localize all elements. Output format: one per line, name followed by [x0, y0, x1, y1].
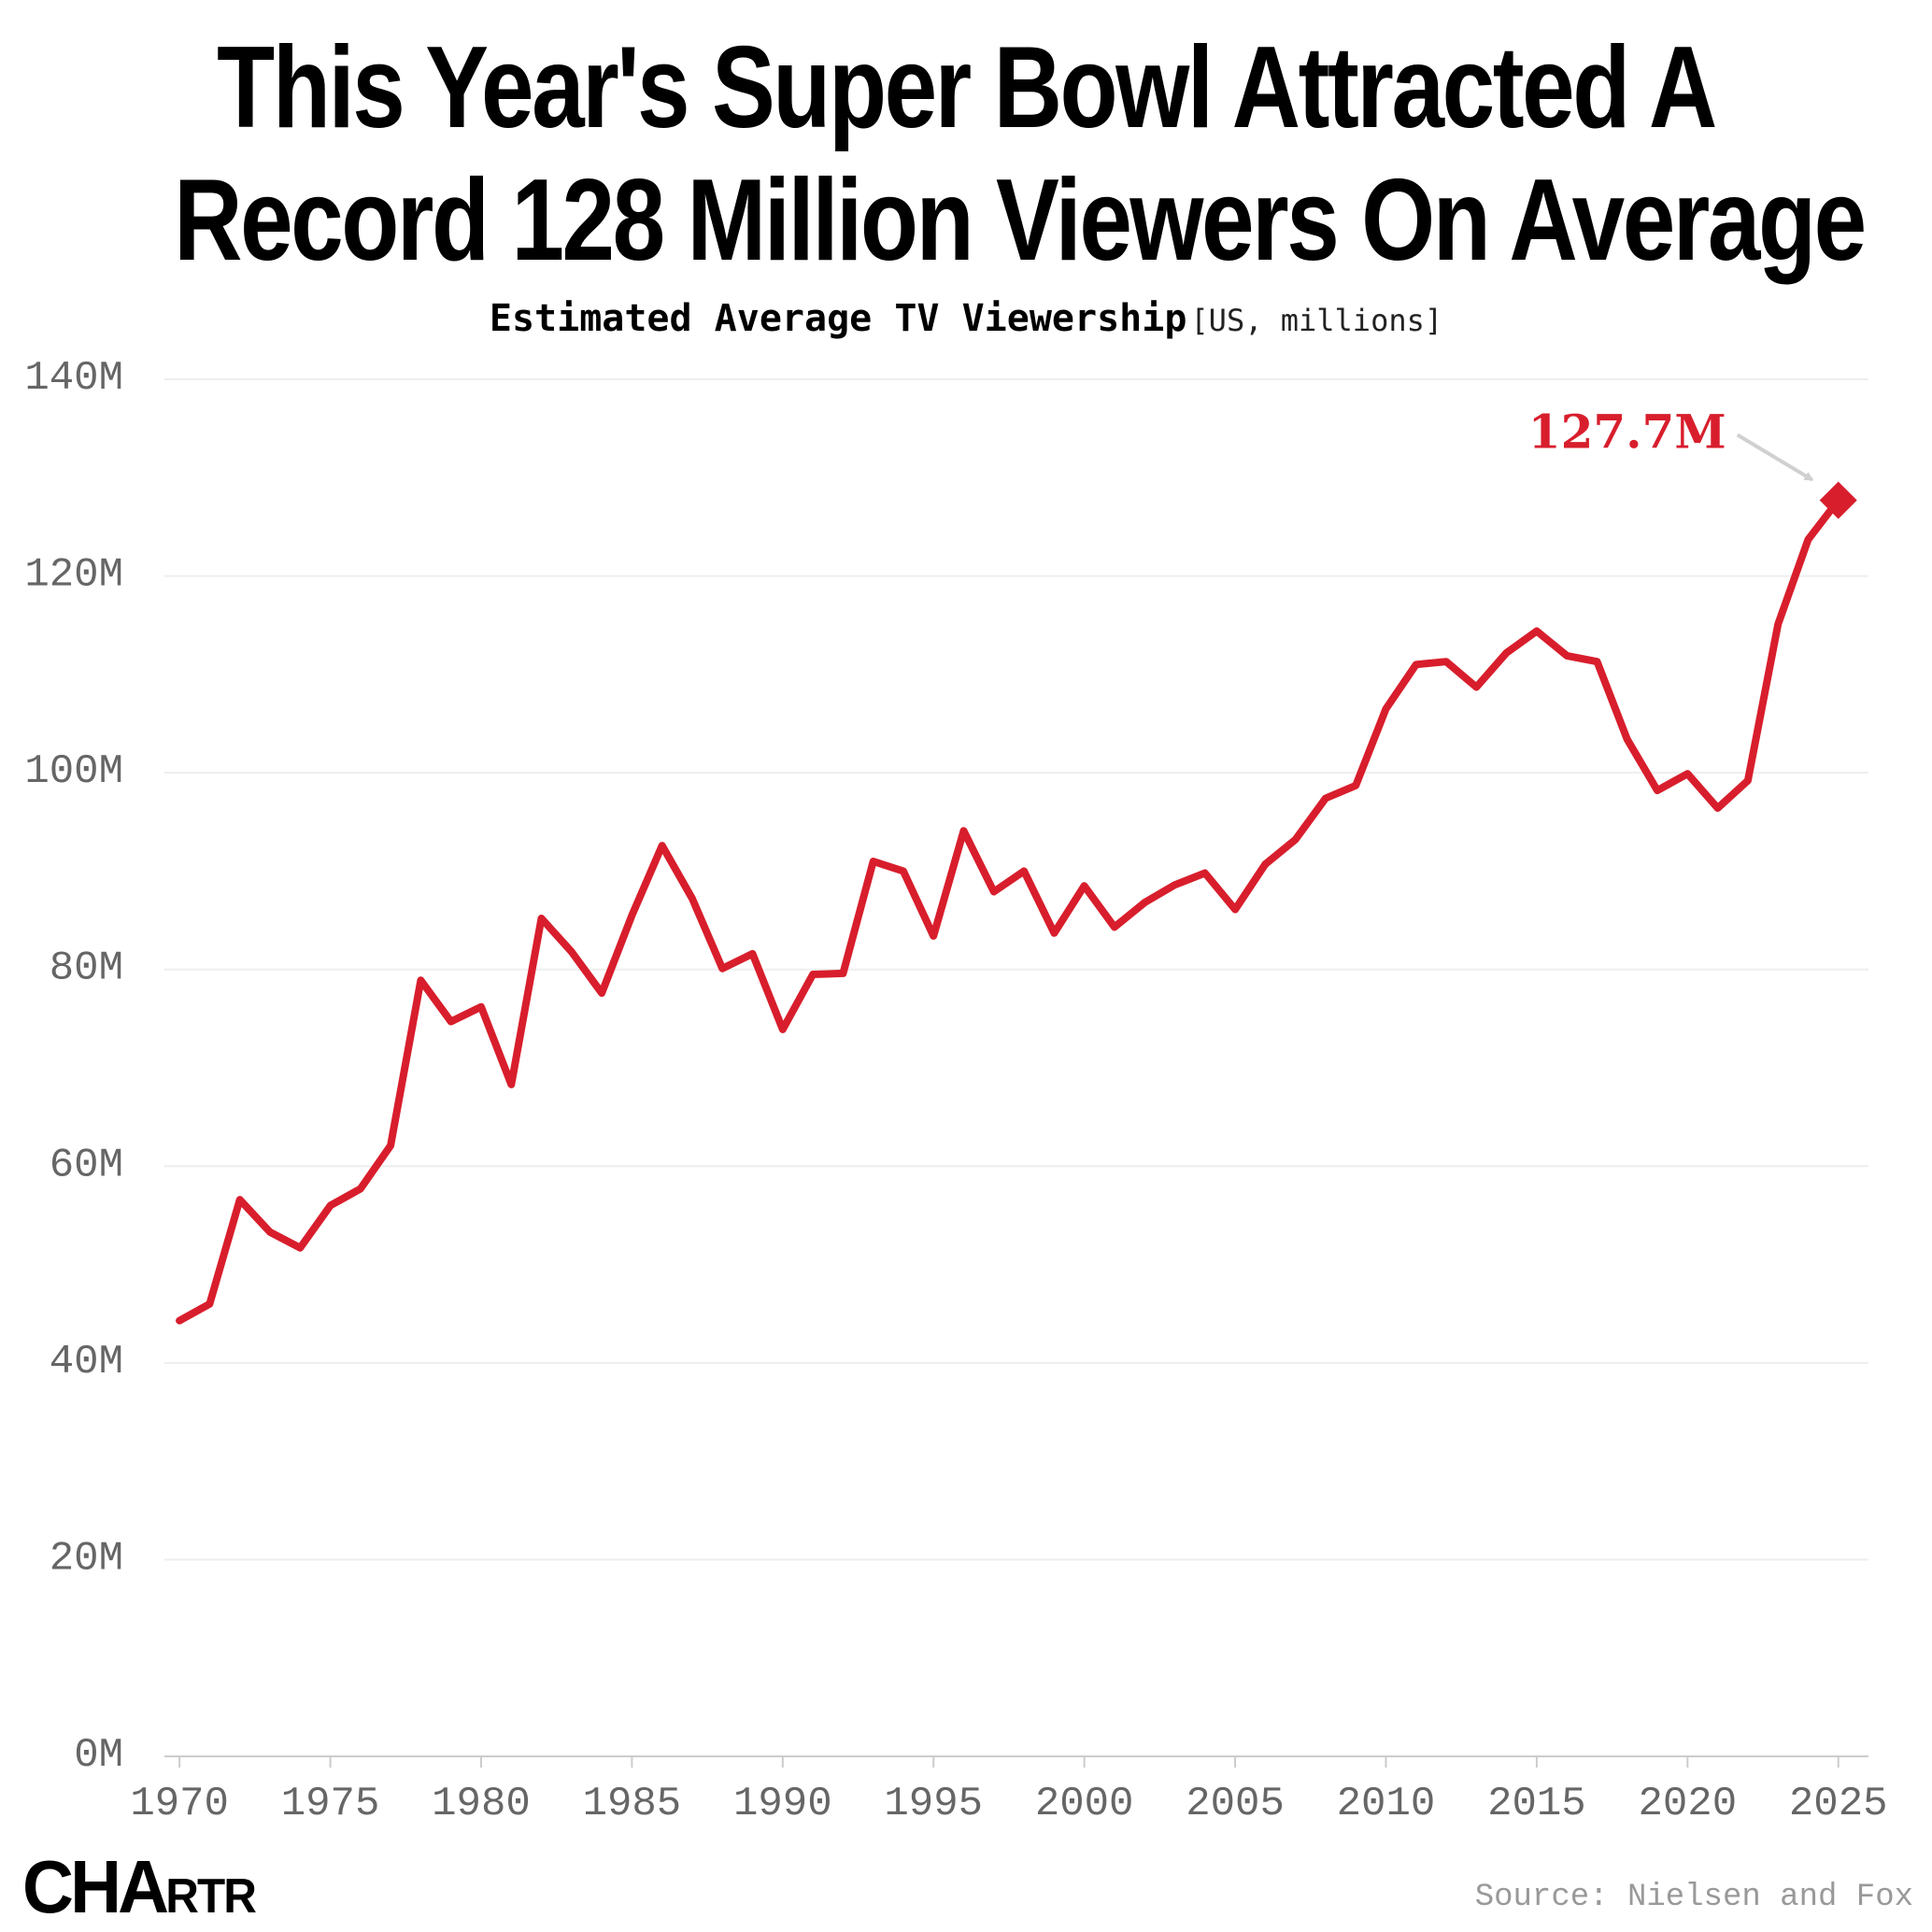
- data-point-1994: [900, 867, 907, 874]
- data-point-2022: [1744, 777, 1752, 785]
- data-point-1989: [749, 950, 757, 958]
- data-point-1984: [598, 989, 605, 997]
- x-tick-label: 2010: [1337, 1781, 1436, 1827]
- y-tick-label: 140M: [24, 355, 123, 402]
- data-point-1992: [839, 970, 846, 977]
- data-point-1995: [930, 932, 937, 940]
- chart-title-line-1: This Year's Super Bowl Attracted A: [217, 23, 1717, 152]
- y-tick-label: 60M: [50, 1142, 123, 1188]
- data-point-1980: [477, 1003, 485, 1011]
- data-point-2015: [1533, 628, 1541, 635]
- y-tick-label: 0M: [74, 1732, 123, 1779]
- y-tick-label: 80M: [50, 945, 123, 992]
- annotation-group: 127.7M: [1528, 405, 1857, 519]
- data-point-2006: [1261, 860, 1269, 868]
- data-point-1985: [628, 912, 635, 919]
- data-point-2019: [1654, 787, 1661, 794]
- data-point-1997: [990, 888, 998, 896]
- y-tick-label: 120M: [24, 552, 123, 599]
- data-point-1971: [206, 1300, 213, 1308]
- data-point-1996: [960, 827, 968, 834]
- data-point-2020: [1683, 770, 1691, 777]
- data-point-2017: [1594, 658, 1601, 665]
- data-point-1981: [507, 1081, 515, 1088]
- data-point-1988: [718, 965, 726, 973]
- chart-title-line-2: Record 128 Million Viewers On Average: [174, 156, 1867, 285]
- data-point-2018: [1624, 735, 1631, 743]
- data-point-1974: [296, 1244, 304, 1252]
- chartr-logo: CHARTR: [22, 1844, 257, 1930]
- x-tick-label: 1990: [733, 1781, 832, 1827]
- source-note: Source: Nielsen and Fox: [1474, 1880, 1913, 1915]
- data-point-1999: [1050, 930, 1058, 937]
- data-point-2005: [1231, 906, 1239, 914]
- x-axis: [164, 1755, 1868, 1768]
- data-point-2004: [1201, 870, 1209, 877]
- data-point-2001: [1111, 923, 1118, 930]
- chart-subtitle: Estimated Average TV Viewership [US, mil…: [0, 297, 1932, 340]
- y-tick-label: 100M: [24, 748, 123, 795]
- data-point-1990: [779, 1026, 787, 1033]
- data-point-2008: [1322, 795, 1329, 803]
- x-tick-label: 1995: [884, 1781, 983, 1827]
- data-point-1998: [1020, 867, 1028, 874]
- data-point-1972: [236, 1196, 244, 1203]
- data-point-2013: [1472, 684, 1480, 691]
- data-point-2021: [1714, 804, 1722, 812]
- x-tick-label: 2025: [1789, 1781, 1888, 1827]
- y-axis-labels: 0M 20M 40M 60M 80M 100M 120M 140M: [24, 355, 123, 1779]
- series-line: [176, 496, 1842, 1325]
- x-tick-label: 1970: [130, 1781, 229, 1827]
- subtitle-unit: [US, millions]: [1190, 303, 1443, 338]
- data-point-1982: [538, 915, 546, 922]
- data-point-2023: [1774, 620, 1782, 628]
- x-tick-label: 1985: [583, 1781, 682, 1827]
- data-point-1993: [870, 858, 877, 865]
- series-group: [176, 496, 1842, 1325]
- x-axis-labels: 1970 1975 1980 1985 1990 1995 2000 2005 2010 2015…: [130, 1781, 1887, 1827]
- annotation-label: 127.7M: [1528, 405, 1726, 460]
- data-point-1976: [357, 1186, 364, 1193]
- x-tick-label: 1980: [432, 1781, 531, 1827]
- data-points: [176, 497, 1842, 1325]
- logo-text-small: RTR: [165, 1869, 257, 1924]
- x-tick-label: 2005: [1186, 1781, 1285, 1827]
- x-tick-label: 2000: [1035, 1781, 1134, 1827]
- x-tick-label: 2015: [1487, 1781, 1586, 1827]
- data-point-1977: [387, 1142, 394, 1149]
- y-tick-label: 40M: [50, 1339, 123, 1385]
- data-point-2010: [1383, 705, 1390, 713]
- x-tick-label: 2020: [1638, 1781, 1737, 1827]
- data-point-1979: [447, 1018, 455, 1026]
- data-point-1970: [176, 1317, 183, 1325]
- data-point-1991: [809, 971, 817, 978]
- data-point-2007: [1292, 836, 1300, 844]
- annotation-arrow: [1736, 433, 1814, 482]
- data-point-2012: [1442, 658, 1450, 665]
- data-point-2016: [1563, 652, 1570, 660]
- y-tick-label: 20M: [50, 1535, 123, 1582]
- data-point-2011: [1413, 661, 1420, 668]
- data-point-2002: [1141, 899, 1148, 906]
- x-tick-label: 1975: [281, 1781, 380, 1827]
- data-point-1973: [266, 1229, 274, 1236]
- data-point-1986: [659, 842, 666, 849]
- gridlines: [164, 378, 1868, 1561]
- subtitle-main: Estimated Average TV Viewership: [489, 297, 1187, 340]
- logo-text-large: CHA: [22, 1845, 169, 1928]
- data-point-2009: [1352, 782, 1359, 789]
- highlight-diamond-marker: [1819, 481, 1857, 519]
- data-point-2003: [1172, 881, 1179, 888]
- data-point-1975: [327, 1201, 334, 1209]
- data-point-1978: [417, 976, 424, 984]
- data-point-1987: [689, 895, 696, 902]
- data-point-2000: [1081, 882, 1088, 889]
- data-point-1983: [568, 948, 575, 956]
- data-point-2014: [1503, 649, 1511, 657]
- data-point-2024: [1804, 536, 1811, 544]
